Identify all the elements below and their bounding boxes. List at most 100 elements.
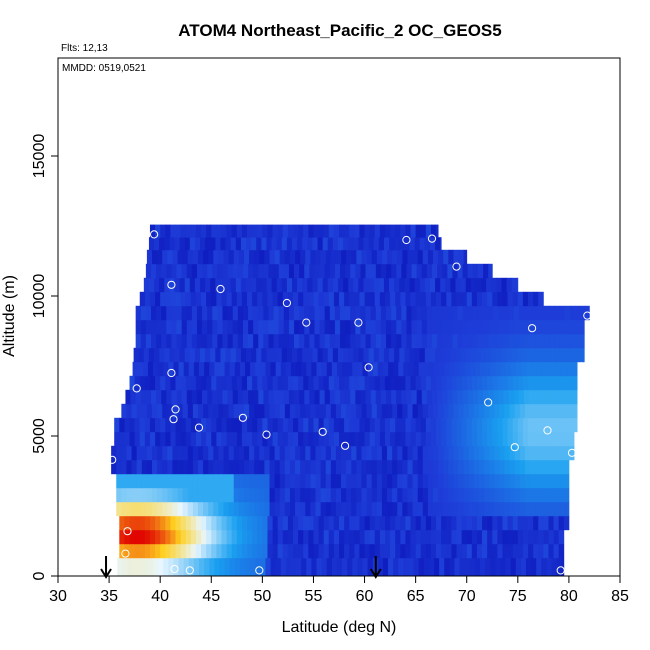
- curtain-cell: [421, 263, 428, 279]
- curtain-cell: [328, 543, 335, 559]
- curtain-cell: [319, 389, 326, 405]
- curtain-cell: [470, 347, 477, 363]
- curtain-cell: [214, 361, 220, 377]
- curtain-cell: [141, 473, 148, 489]
- curtain-cell: [252, 417, 258, 433]
- curtain-cell: [523, 389, 530, 405]
- curtain-cell: [330, 501, 337, 517]
- curtain-cell: [400, 431, 406, 447]
- curtain-cell: [514, 501, 521, 517]
- curtain-cell: [136, 403, 143, 419]
- curtain-cell: [220, 237, 226, 251]
- curtain-cell: [446, 375, 452, 391]
- curtain-cell: [295, 249, 301, 265]
- curtain-cell: [504, 473, 511, 489]
- curtain-cell: [534, 319, 540, 335]
- curtain-cell: [507, 515, 514, 531]
- curtain-cell: [353, 347, 359, 363]
- curtain-cell: [453, 459, 459, 475]
- curtain-cell: [514, 473, 521, 489]
- curtain-cell: [206, 515, 212, 531]
- curtain-cell: [431, 333, 438, 349]
- curtain-cell: [497, 291, 503, 307]
- curtain-cell: [364, 543, 371, 559]
- curtain-cell: [374, 224, 381, 238]
- curtain-cell: [228, 403, 235, 419]
- curtain-cell: [121, 445, 127, 461]
- curtain-cell: [267, 529, 273, 545]
- curtain-cell: [174, 277, 180, 293]
- curtain-cell: [490, 557, 496, 577]
- curtain-cell: [561, 361, 568, 377]
- curtain-cell: [162, 249, 168, 265]
- curtain-cell: [324, 333, 331, 349]
- curtain-cell: [203, 459, 209, 475]
- curtain-cell: [405, 515, 411, 531]
- curtain-cell: [307, 237, 313, 251]
- curtain-cell: [303, 543, 309, 559]
- curtain-cell: [502, 417, 508, 433]
- curtain-cell: [217, 319, 223, 335]
- curtain-cell: [266, 237, 272, 251]
- curtain-cell: [407, 487, 413, 503]
- curtain-cell: [283, 305, 290, 321]
- curtain-cell: [253, 319, 259, 335]
- curtain-cell: [365, 389, 372, 405]
- flights-label: Flts: 12,13: [61, 43, 108, 54]
- curtain-cell: [116, 459, 122, 475]
- curtain-cell: [568, 431, 575, 447]
- curtain-cell: [266, 277, 272, 293]
- curtain-cell: [461, 375, 468, 391]
- curtain-cell: [293, 431, 299, 447]
- curtain-cell: [154, 237, 160, 251]
- curtain-cell: [284, 459, 291, 475]
- curtain-cell: [279, 403, 286, 419]
- curtain-cell: [207, 389, 213, 405]
- curtain-cell: [221, 375, 227, 391]
- curtain-cell: [446, 515, 452, 531]
- curtain-cell: [428, 361, 435, 377]
- curtain-cell: [428, 557, 435, 577]
- curtain-cell: [119, 529, 125, 545]
- curtain-cell: [381, 487, 388, 503]
- curtain-cell: [384, 375, 391, 391]
- curtain-cell: [287, 515, 294, 531]
- curtain-cell: [195, 529, 202, 545]
- curtain-cell: [252, 431, 258, 447]
- curtain-cell: [170, 543, 176, 559]
- curtain-cell: [154, 347, 160, 363]
- curtain-cell: [489, 445, 495, 461]
- curtain-cell: [227, 305, 234, 321]
- curtain-cell: [355, 319, 361, 335]
- curtain-cell: [359, 291, 365, 307]
- curtain-cell: [489, 403, 495, 419]
- curtain-cell: [548, 417, 554, 433]
- curtain-cell: [437, 333, 443, 349]
- curtain-cell: [205, 277, 211, 293]
- curtain-cell: [345, 333, 351, 349]
- curtain-cell: [256, 277, 262, 293]
- curtain-cell: [264, 249, 270, 265]
- curtain-cell: [524, 459, 531, 475]
- curtain-cell: [552, 347, 559, 363]
- curtain-cell: [271, 347, 278, 363]
- curtain-cell: [282, 543, 289, 559]
- curtain-cell: [420, 417, 427, 433]
- curtain-cell: [156, 305, 162, 321]
- curtain-cell: [328, 529, 335, 545]
- curtain-cell: [408, 361, 414, 377]
- curtain-cell: [387, 473, 393, 489]
- x-tick-label: 30: [49, 588, 67, 605]
- curtain-cell: [412, 487, 419, 503]
- curtain-cell: [553, 543, 560, 559]
- curtain-cell: [477, 305, 484, 321]
- curtain-cell: [310, 501, 316, 517]
- curtain-cell: [550, 473, 557, 489]
- curtain-cell: [390, 224, 396, 238]
- curtain-cell: [202, 305, 208, 321]
- curtain-cell: [328, 417, 335, 433]
- curtain-cell: [274, 459, 281, 475]
- curtain-cell: [169, 237, 175, 251]
- curtain-cell: [139, 515, 146, 531]
- curtain-cell: [412, 249, 419, 265]
